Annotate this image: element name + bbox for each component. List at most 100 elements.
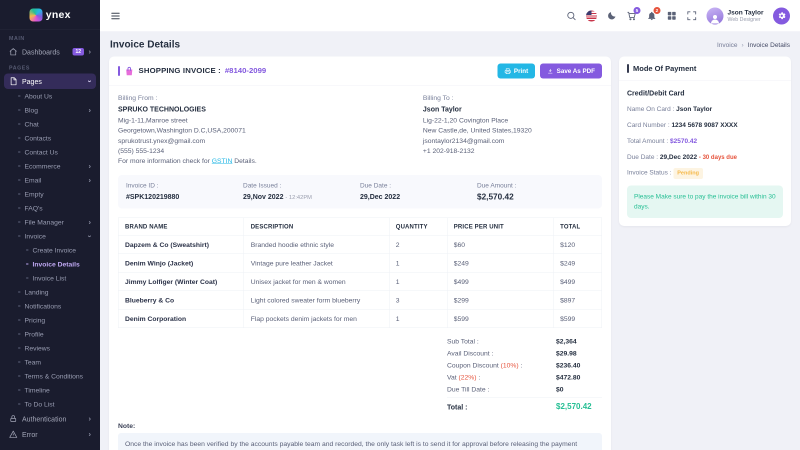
cart-count-badge: 5 [633, 7, 641, 14]
note-label: Note: [118, 421, 136, 430]
invoice-note-section: Note: Once the invoice has been verified… [109, 414, 611, 450]
search-icon[interactable] [566, 11, 577, 22]
print-button[interactable]: Print [497, 63, 536, 79]
chevron-right-icon: › [88, 105, 92, 115]
sidebar-item-contact-us[interactable]: Contact Us [0, 145, 100, 159]
cart-icon[interactable]: 5 [626, 7, 641, 22]
menu-toggle-icon[interactable] [110, 10, 121, 21]
sidebar-item-error[interactable]: Error › [4, 427, 96, 443]
billing-from-phone: (555) 555-1234 [118, 146, 165, 155]
sidebar-item-authentication[interactable]: Authentication › [4, 411, 96, 427]
summary-label: Avail Discount : [447, 349, 556, 357]
sidebar-item-timeline[interactable]: Timeline [0, 383, 100, 397]
summary-row-due-till-date: Due Till Date : $0 [447, 383, 602, 395]
summary-label-colon: : [489, 349, 494, 357]
payment-reminder-alert: Please Make sure to pay the invoice bill… [627, 185, 783, 218]
fullscreen-icon[interactable] [686, 11, 697, 22]
sidebar-item-contacts[interactable]: Contacts [0, 131, 100, 145]
sidebar-item-pages[interactable]: Pages › [4, 73, 96, 89]
apps-grid-icon[interactable] [666, 11, 677, 22]
breadcrumb-invoice[interactable]: Invoice [716, 41, 738, 49]
sidebar-item-ecommerce[interactable]: Ecommerce › [0, 159, 100, 173]
sidebar-item-team[interactable]: Team [0, 355, 100, 369]
billing-to-email: jsontaylor2134@gmail.com [422, 136, 505, 145]
sidebar-item-faqs[interactable]: FAQ's [0, 201, 100, 215]
cell-description: Unisex jacket for men & women [243, 272, 390, 292]
save-as-pdf-button[interactable]: Save As PDF [540, 63, 602, 79]
notifications-bell-icon[interactable]: 2 [646, 7, 661, 22]
page-content: Invoice Details Invoice › Invoice Detail… [100, 32, 800, 450]
summary-label: Due Till Date : [447, 385, 556, 393]
sidebar-item-file-manager[interactable]: File Manager › [0, 215, 100, 229]
sidebar-item-label: Invoice [24, 232, 46, 240]
summary-row-avail-discount: Avail Discount : $29.98 [447, 347, 602, 359]
invoice-details-card: SHOPPING INVOICE : #8140-2099 Print Save… [109, 56, 611, 450]
cell-price: $60 [446, 235, 554, 255]
sidebar-item-create-invoice[interactable]: Create Invoice [0, 243, 100, 257]
cell-brand: Jimmy Lolfiger (Winter Coat) [117, 272, 245, 292]
card-number-row: Card Number : 1234 5678 9087 XXXX [627, 120, 783, 129]
col-total: TOTAL [553, 217, 602, 236]
sidebar-item-landing[interactable]: Landing [0, 285, 100, 299]
col-quantity: QUANTITY [388, 217, 448, 236]
date-issued-value: 29,Nov 2022 - 12:42PM [243, 193, 360, 201]
due-days-note: - 30 days due [698, 153, 737, 161]
sidebar-item-dashboards[interactable]: Dashboards 12 › [4, 44, 96, 60]
col-price-per-unit: PRICE PER UNIT [446, 217, 554, 236]
cell-description: Flap pockets denim jackets for men [243, 309, 390, 329]
cell-total: $120 [553, 235, 602, 255]
page-title: Invoice Details [110, 39, 181, 50]
summary-row-vat: Vat (22%) : $472.80 [447, 371, 602, 383]
sidebar: ynex MAIN Dashboards 12 › PAGES Pages › … [0, 0, 100, 450]
sidebar-item-profile[interactable]: Profile [0, 327, 100, 341]
payment-card-title: Mode Of Payment [633, 64, 697, 73]
sidebar-item-terms-conditions[interactable]: Terms & Conditions [0, 369, 100, 383]
sidebar-item-label: Ecommerce [24, 162, 61, 170]
chevron-right-icon: › [88, 47, 92, 56]
card-accent-bar [627, 64, 629, 73]
sidebar-item-chat[interactable]: Chat [0, 117, 100, 131]
invoice-meta-bar: Invoice ID : #SPK120219880 Date Issued :… [118, 175, 602, 209]
breadcrumb-separator: › [741, 41, 744, 49]
gstin-link[interactable]: GSTIN [211, 157, 233, 165]
invoice-id-label: Invoice ID : [126, 181, 159, 190]
summary-label: Total : [447, 403, 556, 411]
sidebar-item-label: Profile [24, 330, 44, 338]
dashboards-count-badge: 12 [72, 48, 84, 56]
summary-label-text: Sub Total [447, 337, 476, 345]
invoice-items-table: BRAND NAME DESCRIPTION QUANTITY PRICE PE… [117, 217, 602, 329]
date-issued-label: Date Issued : [243, 181, 282, 190]
user-menu[interactable]: Json Taylor Web Designer [706, 7, 764, 25]
sidebar-item-label: Terms & Conditions [24, 372, 84, 380]
date-issued-cell: Date Issued : 29,Nov 2022 - 12:42PM [243, 182, 360, 203]
us-flag-icon[interactable] [585, 10, 597, 22]
sidebar-item-label: About Us [24, 92, 53, 100]
summary-percent: (22%) [458, 373, 477, 381]
sidebar-item-pricing[interactable]: Pricing [0, 313, 100, 327]
sidebar-item-notifications[interactable]: Notifications [0, 299, 100, 313]
sidebar-item-to-do-list[interactable]: To Do List [0, 397, 100, 411]
breadcrumb-current: Invoice Details [747, 41, 790, 49]
dark-mode-moon-icon[interactable] [606, 11, 617, 22]
due-date-value: 29,Dec 2022 [659, 152, 698, 161]
sidebar-item-empty[interactable]: Empty [0, 187, 100, 201]
cell-total: $897 [553, 290, 602, 310]
sidebar-item-about-us[interactable]: About Us [0, 89, 100, 103]
sidebar-item-email[interactable]: Email › [0, 173, 100, 187]
sidebar-item-invoice-list[interactable]: Invoice List [0, 271, 100, 285]
summary-label-colon: : [476, 373, 481, 381]
sidebar-item-blog[interactable]: Blog › [0, 103, 100, 117]
sidebar-item-invoice[interactable]: Invoice › [0, 229, 100, 243]
sidebar-item-label: FAQ's [24, 204, 43, 212]
sidebar-item-label: Contacts [24, 134, 52, 142]
sidebar-item-reviews[interactable]: Reviews [0, 341, 100, 355]
summary-value: $0 [556, 385, 564, 393]
sidebar-item-label: Blog [24, 106, 39, 114]
due-date-row: Due Date : 29,Dec 2022 - 30 days due [627, 152, 783, 161]
settings-gear-button[interactable] [773, 7, 790, 25]
brand-logo[interactable]: ynex [0, 0, 100, 30]
chevron-right-icon: › [88, 430, 92, 439]
pages-file-icon [9, 77, 18, 86]
name-on-card-value: Json Taylor [676, 105, 713, 113]
sidebar-item-invoice-details[interactable]: Invoice Details [0, 257, 100, 271]
